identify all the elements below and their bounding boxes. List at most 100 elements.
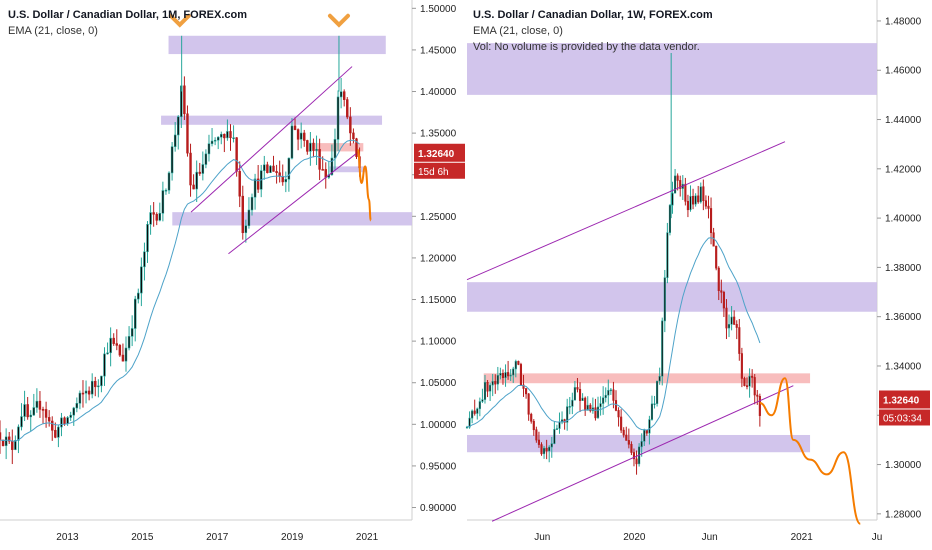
support-resistance-zone bbox=[161, 115, 383, 125]
plot-layer: 0.90000 0.95000 1.00000 1.05000 1.10000 1.150… bbox=[0, 0, 465, 543]
candle-body bbox=[568, 406, 571, 408]
candle-body bbox=[656, 380, 659, 404]
candle-body bbox=[522, 384, 525, 389]
candle-body bbox=[715, 245, 718, 269]
candle-body bbox=[614, 400, 618, 411]
candle-body bbox=[596, 406, 600, 419]
candle-body bbox=[29, 414, 32, 418]
x-tick-label: 2021 bbox=[791, 532, 814, 543]
right-chart[interactable]: 1.280001.300001.320001.340001.360001.380… bbox=[465, 0, 930, 543]
candle-body bbox=[594, 407, 597, 419]
countdown-tag bbox=[414, 162, 465, 179]
candle-body bbox=[622, 429, 625, 436]
candle-body bbox=[491, 381, 494, 386]
candle-body bbox=[170, 146, 174, 174]
candle-body bbox=[266, 164, 269, 174]
countdown-label: 05:03:34 bbox=[883, 413, 922, 424]
candle-body bbox=[471, 410, 474, 419]
candle-body bbox=[473, 410, 476, 414]
left-chart[interactable]: 0.90000 0.95000 1.00000 1.05000 1.10000 1.150… bbox=[0, 0, 465, 543]
candle-body bbox=[349, 116, 352, 134]
x-tick-label: 2017 bbox=[206, 532, 229, 543]
candle-body bbox=[238, 171, 241, 197]
candle-body bbox=[543, 447, 546, 455]
candle-body bbox=[725, 307, 728, 329]
candle-body bbox=[496, 375, 499, 385]
candle-body bbox=[684, 183, 687, 202]
candle-body bbox=[545, 447, 548, 452]
candle-body bbox=[293, 125, 297, 130]
projection-path bbox=[759, 377, 862, 525]
y-tick-label: 1.38000 bbox=[885, 263, 922, 274]
candle-body bbox=[94, 380, 97, 388]
candle-body bbox=[658, 375, 661, 382]
candle-body bbox=[38, 400, 42, 410]
y-tick-label: 1.42000 bbox=[885, 164, 922, 175]
candle-body bbox=[686, 200, 689, 211]
candle-body bbox=[115, 343, 118, 346]
candle-body bbox=[748, 375, 751, 387]
y-tick-label: 1.45000 bbox=[420, 45, 457, 56]
candle-body bbox=[256, 178, 260, 190]
candle-body bbox=[635, 458, 638, 465]
candle-body bbox=[306, 140, 309, 152]
candle-body bbox=[312, 142, 315, 151]
candle-body bbox=[75, 403, 79, 409]
candle-body bbox=[709, 208, 713, 234]
y-tick-label: 1.25000 bbox=[420, 212, 457, 223]
support-resistance-zone bbox=[467, 282, 877, 312]
candle-body bbox=[625, 434, 628, 441]
candle-body bbox=[210, 140, 214, 145]
candle-body bbox=[478, 401, 481, 410]
candle-body bbox=[11, 440, 14, 450]
candle-body bbox=[504, 372, 507, 379]
support-resistance-zone bbox=[168, 35, 386, 55]
x-tick-label: 2015 bbox=[131, 532, 154, 543]
candle-body bbox=[540, 444, 543, 455]
candle-body bbox=[519, 364, 523, 386]
support-resistance-zone bbox=[172, 212, 412, 226]
x-tick-label: 2013 bbox=[56, 532, 79, 543]
candle-body bbox=[127, 336, 131, 349]
candle-body bbox=[72, 407, 75, 416]
candle-body bbox=[229, 131, 232, 139]
candle-body bbox=[555, 428, 558, 430]
candle-body bbox=[738, 327, 741, 354]
candle-body bbox=[60, 417, 63, 428]
candle-body bbox=[109, 337, 112, 354]
x-tick-label: Ju bbox=[872, 532, 883, 543]
candle-body bbox=[216, 136, 220, 141]
candle-body bbox=[530, 413, 533, 422]
candle-body bbox=[486, 382, 489, 392]
candle-body bbox=[663, 277, 666, 322]
candle-body bbox=[509, 374, 512, 377]
candle-body bbox=[47, 417, 51, 422]
candle-body bbox=[604, 394, 607, 399]
candle-body bbox=[336, 96, 340, 140]
y-tick-label: 1.34000 bbox=[885, 361, 922, 372]
candle-body bbox=[155, 213, 158, 221]
candle-body bbox=[607, 390, 610, 396]
candle-body bbox=[640, 441, 643, 448]
right-chart-indicator: EMA (21, close, 0) bbox=[473, 25, 563, 37]
candle-body bbox=[287, 157, 291, 180]
candle-body bbox=[0, 432, 2, 441]
candle-body bbox=[296, 129, 300, 140]
candle-body bbox=[183, 85, 186, 115]
candle-body bbox=[26, 404, 29, 418]
candle-body bbox=[63, 417, 66, 425]
y-tick-label: 1.48000 bbox=[885, 16, 922, 27]
candle-body bbox=[309, 142, 312, 152]
support-resistance-zone bbox=[467, 43, 877, 95]
candle-body bbox=[630, 443, 633, 453]
candle-body bbox=[527, 393, 530, 415]
candle-body bbox=[722, 291, 725, 309]
candle-body bbox=[161, 190, 165, 214]
candle-body bbox=[499, 372, 502, 376]
candle-body bbox=[299, 132, 303, 140]
candle-body bbox=[717, 267, 720, 292]
ema-line bbox=[466, 237, 761, 431]
candle-body bbox=[758, 396, 761, 416]
candle-body bbox=[566, 406, 569, 423]
trend-channel-line bbox=[190, 66, 353, 213]
